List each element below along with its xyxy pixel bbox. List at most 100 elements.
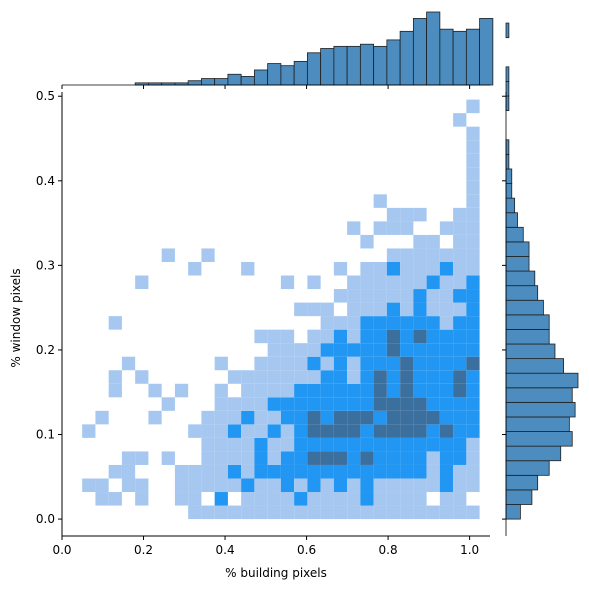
marginal-x-bar [386, 39, 401, 86]
marginal-y-bar [505, 197, 516, 214]
heatmap-cell [241, 478, 255, 493]
heatmap-cell [294, 397, 308, 411]
heatmap-cell [426, 248, 440, 262]
heatmap-cell [386, 464, 401, 479]
heatmap-cell [439, 464, 454, 479]
heatmap-cell [241, 424, 255, 438]
heatmap-cell [426, 397, 440, 411]
heatmap-cell [320, 424, 334, 438]
heatmap-cell [426, 410, 440, 425]
heatmap-cell [400, 329, 414, 344]
heatmap-cell [373, 302, 387, 317]
heatmap-cell [347, 478, 361, 493]
heatmap-cell [294, 410, 308, 425]
heatmap-cell [413, 289, 427, 303]
heatmap-cell [294, 492, 308, 506]
heatmap-cell [241, 505, 255, 520]
heatmap-cell [413, 437, 427, 452]
marginal-y-bar [505, 416, 570, 432]
heatmap-cell [360, 451, 374, 465]
y-tick-label: 0.4 [36, 174, 55, 188]
heatmap-cell [439, 356, 454, 371]
heatmap-cell [413, 451, 427, 465]
heatmap-cell [241, 397, 255, 411]
heatmap-cell [307, 383, 321, 398]
heatmap-cell [466, 261, 480, 276]
marginal-y-bar [505, 66, 510, 82]
marginal-x-bar [227, 73, 242, 86]
heatmap-cell [241, 464, 255, 479]
heatmap-cell [227, 397, 242, 411]
heatmap-cell [426, 424, 440, 438]
heatmap-cell [453, 424, 467, 438]
heatmap-cell [333, 410, 348, 425]
heatmap-cell [426, 451, 440, 465]
heatmap-cell [254, 410, 268, 425]
heatmap-cell [386, 478, 401, 493]
marginal-y-bar [505, 270, 536, 287]
heatmap-cell [400, 316, 414, 330]
heatmap-cell [400, 437, 414, 452]
heatmap-cell [413, 329, 427, 344]
heatmap-cell [320, 302, 334, 317]
heatmap-cell [426, 275, 440, 290]
heatmap-cell [214, 464, 228, 479]
heatmap-cell [267, 343, 281, 357]
heatmap-cell [347, 410, 361, 425]
heatmap-cell [174, 464, 189, 479]
heatmap-cell [466, 343, 480, 357]
heatmap-cell [307, 505, 321, 520]
x-tick-label: 0.4 [216, 543, 235, 557]
heatmap-cell [280, 356, 295, 371]
heatmap-cell [453, 356, 467, 371]
heatmap-cell [241, 261, 255, 276]
marginal-x-bar [267, 63, 282, 86]
heatmap-cell [333, 451, 348, 465]
heatmap-cell [386, 451, 401, 465]
heatmap-cell [360, 383, 374, 398]
heatmap-cell [201, 424, 215, 438]
heatmap-cell [135, 478, 149, 493]
heatmap-cell [466, 180, 480, 195]
heatmap-cell [121, 464, 136, 479]
heatmap-cell [453, 464, 467, 479]
heatmap-cell [466, 329, 480, 344]
heatmap-cell [373, 478, 387, 493]
heatmap-cell [466, 289, 480, 303]
heatmap-cell [254, 437, 268, 452]
heatmap-cell [121, 478, 136, 493]
heatmap-cell [453, 437, 467, 452]
heatmap-cell [400, 221, 414, 235]
axes-frame [61, 92, 490, 537]
heatmap-cell [267, 410, 281, 425]
heatmap-cell [307, 478, 321, 493]
heatmap-cell [333, 478, 348, 493]
heatmap-cell [453, 410, 467, 425]
heatmap-cell [466, 153, 480, 168]
heatmap-cell [135, 275, 149, 290]
heatmap-cell [439, 437, 454, 452]
heatmap-cell [466, 140, 480, 154]
heatmap-cell [466, 424, 480, 438]
heatmap-cell [347, 424, 361, 438]
heatmap-cell [307, 370, 321, 384]
heatmap-cell [400, 451, 414, 465]
heatmap-cell [320, 437, 334, 452]
heatmap-cell [214, 424, 228, 438]
heatmap-cell [400, 492, 414, 506]
heatmap-cell [453, 275, 467, 290]
marginal-x-bar [333, 45, 348, 86]
heatmap-cell [267, 492, 281, 506]
heatmap-cell [439, 410, 454, 425]
heatmap-cell [254, 329, 268, 344]
heatmap-cell [400, 302, 414, 317]
heatmap-cell [254, 464, 268, 479]
heatmap-cell [347, 451, 361, 465]
heatmap-cell [333, 261, 348, 276]
heatmap-cell [413, 397, 427, 411]
heatmap-cell [426, 343, 440, 357]
heatmap-cell [188, 464, 202, 479]
marginal-y-bar [505, 81, 510, 97]
heatmap-cell [347, 492, 361, 506]
heatmap-cell [294, 424, 308, 438]
